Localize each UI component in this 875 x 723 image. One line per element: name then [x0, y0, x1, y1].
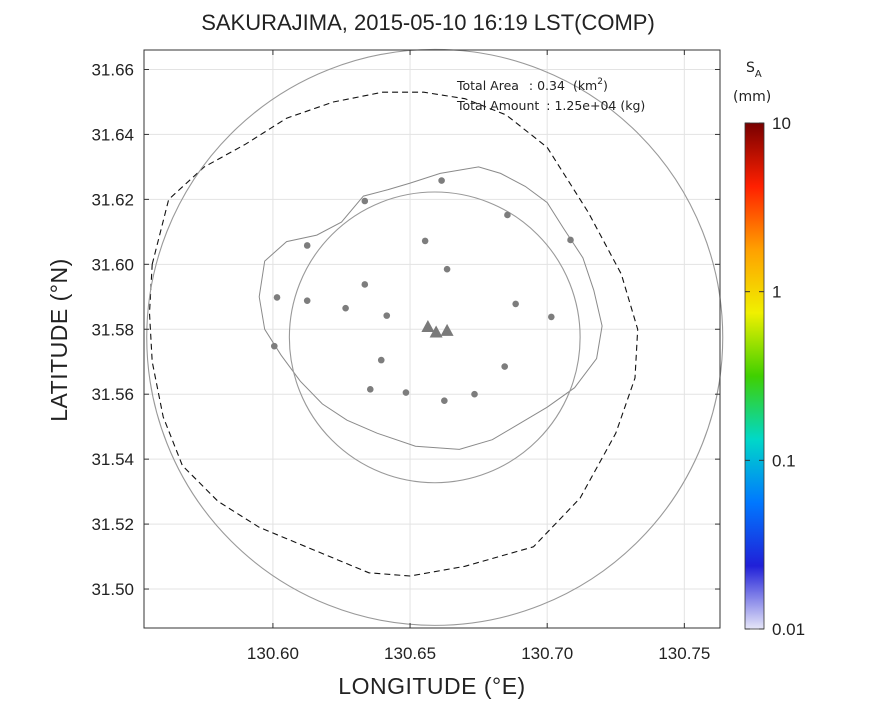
total-area-unit: (km — [573, 78, 597, 93]
station-point — [383, 312, 391, 319]
y-axis-ticks: 31.50 31.52 31.54 31.56 31.58 31.60 31.62 31.64… — [91, 60, 720, 599]
total-area-text: Total Area : 0.34 (km2) — [456, 77, 608, 93]
vent-triangle — [421, 319, 435, 332]
total-amount-value: : 1.25e+04 (kg) — [546, 98, 645, 113]
outer-range-circle — [146, 48, 724, 626]
station-point — [270, 342, 278, 350]
total-area-unit-sup: 2 — [597, 77, 603, 87]
colorbar-symbol-sub: A — [755, 69, 762, 80]
vent-triangle — [440, 323, 454, 336]
y-tick-label: 31.56 — [91, 385, 134, 404]
total-amount-label: Total Amount — [456, 98, 539, 113]
island-coastline — [258, 166, 603, 450]
station-point — [548, 313, 555, 321]
x-axis-title: LONGITUDE (°E) — [338, 673, 525, 699]
colorbar-tick-label: 0.01 — [772, 620, 805, 639]
y-tick-label: 31.66 — [91, 60, 134, 79]
y-tick-label: 31.58 — [91, 320, 134, 339]
chart-title: SAKURAJIMA, 2015-05-10 16:19 LST(COMP) — [201, 10, 655, 35]
colorbar-tick-label: 0.1 — [772, 451, 796, 470]
station-point — [303, 297, 311, 304]
y-tick-label: 31.54 — [91, 450, 134, 469]
station-point — [366, 386, 374, 393]
x-tick-label: 130.75 — [658, 644, 710, 663]
station-point — [567, 236, 574, 244]
x-tick-label: 130.60 — [247, 644, 299, 663]
station-point — [471, 390, 478, 398]
station-markers — [270, 177, 574, 404]
colorbar — [744, 122, 765, 630]
plot-area — [144, 50, 720, 628]
coastline — [258, 166, 603, 450]
station-point — [361, 281, 369, 288]
station-point — [377, 356, 385, 364]
inner-range-circle — [288, 191, 581, 484]
grid — [144, 50, 720, 628]
total-amount-text: Total Amount : 1.25e+04 (kg) — [456, 98, 645, 113]
station-point — [402, 389, 410, 396]
x-tick-label: 130.70 — [521, 644, 573, 663]
station-point — [361, 197, 369, 205]
dashed-contour — [148, 91, 639, 577]
colorbar-unit: (mm) — [733, 89, 771, 105]
colorbar-ticks: 10 1 0.1 0.01 — [745, 114, 805, 639]
total-area-label: Total Area — [456, 78, 519, 93]
vent-triangle — [429, 325, 443, 338]
station-point — [438, 177, 445, 184]
y-tick-label: 31.50 — [91, 580, 134, 599]
y-tick-label: 31.52 — [91, 515, 134, 534]
station-point — [303, 242, 311, 249]
station-point — [512, 300, 519, 308]
station-point — [441, 397, 448, 404]
plot-frame — [143, 49, 721, 629]
y-tick-label: 31.64 — [91, 125, 134, 144]
total-area-value: : 0.34 — [529, 78, 565, 93]
y-axis-title: LATITUDE (°N) — [46, 258, 72, 422]
vent-markers — [421, 319, 454, 338]
colorbar-symbol-main: S — [746, 60, 755, 76]
y-tick-label: 31.60 — [91, 255, 134, 274]
station-point — [501, 363, 508, 370]
colorbar-symbol: SA — [746, 60, 762, 80]
station-point — [504, 211, 511, 219]
y-tick-label: 31.62 — [91, 190, 134, 209]
station-point — [443, 265, 451, 273]
station-point — [421, 237, 429, 245]
x-axis-ticks: 130.60 130.65 130.70 130.75 — [247, 50, 710, 663]
x-tick-label: 130.65 — [384, 644, 436, 663]
colorbar-tick-label: 1 — [772, 283, 781, 302]
station-point — [342, 304, 349, 312]
colorbar-tick-label: 10 — [772, 114, 791, 133]
total-area-unit-close: ) — [603, 78, 608, 93]
station-point — [273, 294, 281, 301]
